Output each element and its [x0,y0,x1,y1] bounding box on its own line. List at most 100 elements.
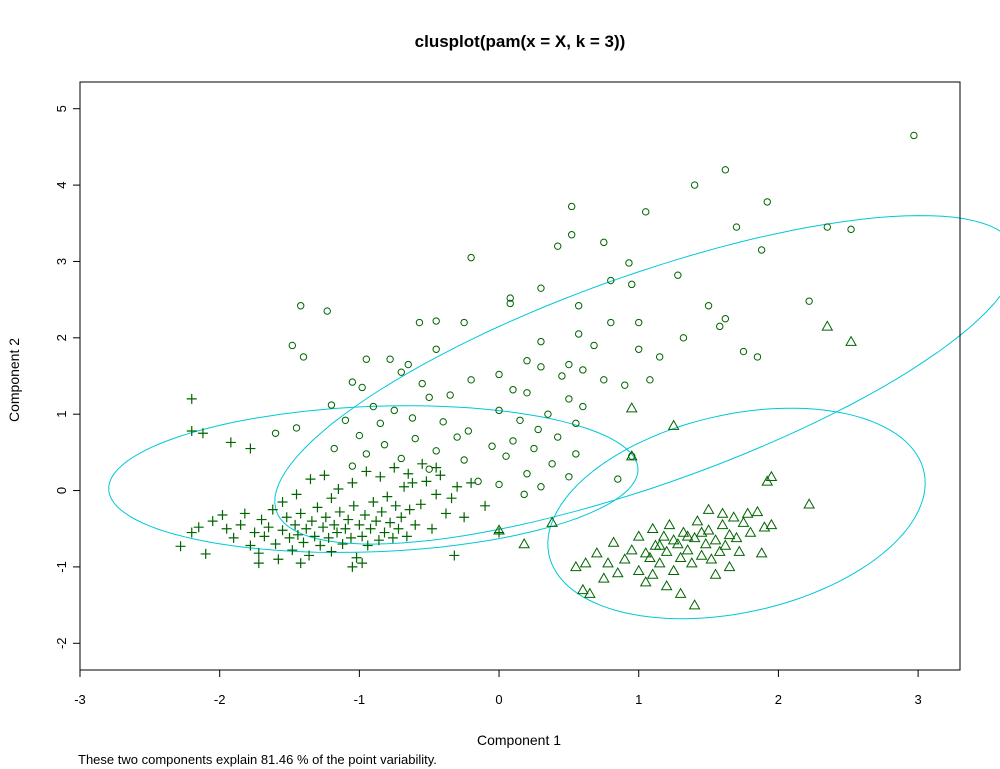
circle-point [572,419,580,428]
circle-point [288,341,297,350]
circle-point [554,433,562,441]
circle-point [823,223,832,231]
circle-point [548,460,556,468]
triangle-point [546,516,558,527]
circle-point [296,302,305,310]
circle-point [600,376,608,384]
x-tick-label: -2 [214,692,226,707]
circle-point [415,318,424,327]
circle-point [516,416,524,424]
circle-point [679,334,688,342]
plus-point [277,525,288,536]
circle-point [847,225,855,234]
plus-point [396,512,407,523]
plus-point [329,519,340,530]
plus-point [357,531,368,542]
plus-point [295,558,306,569]
plus-point [245,443,256,454]
triangle-point [667,564,680,575]
circle-point [523,389,531,397]
x-tick-label: -3 [74,692,86,707]
circle-point [621,381,629,389]
triangle-point [653,539,666,550]
circle-point [590,341,598,350]
triangle-point [681,530,694,541]
triangle-point [755,547,768,558]
plus-point [347,561,358,572]
x-tick-label: -1 [354,692,366,707]
circle-point [646,376,654,384]
plus-point [379,527,390,538]
triangle-point [733,545,746,556]
circle-point [488,442,496,450]
triangle-point [730,531,743,543]
plus-point [245,540,256,551]
circle-point [625,259,633,267]
triangle-point [639,576,652,587]
plus-point [446,493,457,504]
circle-point [362,355,371,363]
triangle-point [658,530,670,541]
circle-point [509,386,517,394]
plus-point [295,508,306,519]
circle-point [418,379,426,388]
circle-point [467,253,475,262]
triangle-point [618,553,631,564]
circle-point [376,419,385,428]
plus-point [403,468,414,479]
plus-point [337,539,348,549]
plus-point [326,493,337,504]
plus-point [404,504,415,515]
circle-point [579,366,587,374]
x-tick-label: 0 [495,692,502,707]
plus-point [387,532,398,543]
plus-point [494,527,505,538]
triangle-point [688,599,701,610]
triangle-point [611,567,624,578]
triangle-point [625,544,638,555]
plus-point [253,548,264,559]
circle-point [390,406,398,415]
triangle-point [751,505,764,517]
x-tick-label: 2 [775,692,782,707]
plus-point [362,540,373,551]
circle-point [567,231,576,239]
plus-point [466,477,477,488]
plus-point [221,523,232,534]
triangle-point [713,545,726,556]
triangle-point [803,498,816,509]
plus-point [197,428,208,439]
plus-point [228,532,239,543]
triangle-point [639,547,652,558]
y-tick-label: 2 [54,334,69,341]
plus-point [315,540,326,551]
triangle-point [821,320,834,331]
circle-point [506,294,514,302]
plus-point [249,527,260,538]
triangle-point [716,518,729,530]
triangle-point [691,515,704,526]
circle-point [655,353,664,361]
circle-point [506,299,514,308]
circle-point [732,223,741,231]
plus-point [345,532,356,543]
x-tick-label: 3 [914,692,921,707]
triangle-point [758,521,771,532]
triangle-point [579,557,592,568]
triangle-point [695,526,708,537]
plus-point [175,541,186,552]
triangle-point [576,583,589,595]
circle-point [757,246,766,254]
plus-point [186,425,197,436]
plus-point [390,500,401,511]
plus-point [334,506,345,517]
circle-point [453,433,461,441]
plus-point [347,477,358,488]
plus-point [435,470,446,481]
triangle-point [493,524,505,535]
plus-point [410,519,421,530]
plus-point [421,476,432,487]
circle-point [380,441,389,449]
circle-point [397,368,405,376]
y-tick-label: -2 [54,637,69,649]
